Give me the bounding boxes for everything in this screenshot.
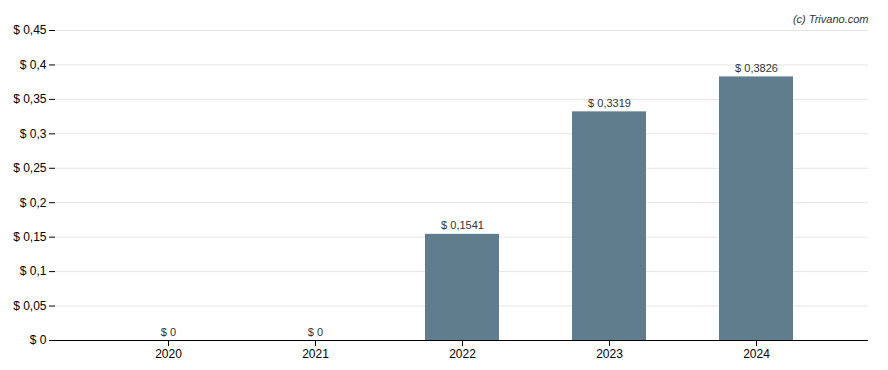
svg-text:$ 0,3319: $ 0,3319 (588, 97, 631, 109)
svg-text:2023: 2023 (596, 347, 623, 361)
svg-text:$ 0,1: $ 0,1 (20, 264, 47, 278)
svg-text:2020: 2020 (155, 347, 182, 361)
svg-text:$ 0,3: $ 0,3 (20, 127, 47, 141)
svg-text:$ 0,3826: $ 0,3826 (735, 62, 778, 74)
svg-text:$ 0,4: $ 0,4 (20, 58, 47, 72)
svg-text:$ 0,05: $ 0,05 (13, 299, 47, 313)
svg-text:$ 0,45: $ 0,45 (13, 23, 47, 37)
svg-text:$ 0,15: $ 0,15 (13, 230, 47, 244)
svg-text:$ 0,35: $ 0,35 (13, 92, 47, 106)
svg-text:$ 0: $ 0 (308, 326, 323, 338)
svg-text:$ 0,1541: $ 0,1541 (441, 219, 484, 231)
svg-text:$ 0,25: $ 0,25 (13, 161, 47, 175)
svg-text:$ 0: $ 0 (30, 333, 47, 347)
svg-text:2024: 2024 (743, 347, 770, 361)
svg-text:2022: 2022 (449, 347, 476, 361)
svg-text:$ 0,2: $ 0,2 (20, 196, 47, 210)
svg-text:2021: 2021 (302, 347, 329, 361)
svg-text:$ 0: $ 0 (161, 326, 176, 338)
svg-text:(c) Trivano.com: (c) Trivano.com (793, 13, 869, 25)
